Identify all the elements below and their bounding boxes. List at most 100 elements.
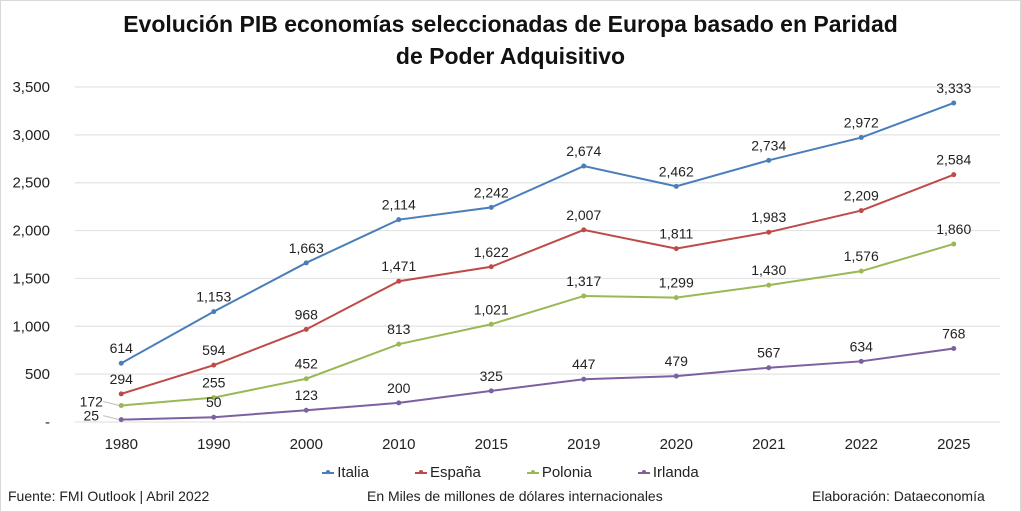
data-label-irlanda: 200 (387, 380, 411, 396)
data-label-espana: 2,007 (566, 207, 601, 223)
x-tick-label: 2019 (567, 436, 600, 453)
data-point-italia (858, 135, 864, 141)
data-point-polonia (118, 403, 124, 409)
data-point-italia (396, 217, 402, 223)
y-tick-label: 3,500 (12, 79, 50, 96)
data-label-italia: 2,114 (382, 197, 416, 213)
data-label-irlanda: 479 (665, 353, 689, 369)
series-line-espana (120, 173, 955, 395)
data-label-polonia: 1,576 (844, 248, 879, 264)
data-label-polonia: 172 (80, 394, 104, 410)
data-label-italia: 1,663 (289, 240, 324, 256)
data-label-espana: 2,209 (844, 188, 879, 204)
legend-label-polonia: Polonia (541, 464, 592, 481)
data-point-polonia (303, 376, 309, 382)
y-tick-label: 500 (25, 366, 50, 383)
footer-credit: Elaboración: Dataeconomía (812, 488, 985, 504)
y-tick-label: - (45, 414, 50, 431)
legend-swatch-polonia (526, 469, 539, 474)
data-point-irlanda (488, 388, 494, 394)
data-point-polonia (581, 293, 587, 299)
data-label-polonia: 1,860 (936, 221, 971, 237)
legend-label-espana: España (429, 464, 481, 481)
x-tick-label: 2020 (660, 436, 693, 453)
data-point-italia (488, 204, 494, 210)
data-label-polonia: 1,299 (659, 275, 694, 291)
data-point-italia (951, 100, 957, 106)
data-label-irlanda: 50 (206, 394, 222, 410)
y-tick-label: 2,500 (12, 175, 50, 192)
legend-label-italia: Italia (337, 464, 369, 481)
data-point-irlanda (303, 407, 309, 413)
data-label-irlanda: 567 (757, 345, 781, 361)
x-tick-label: 2015 (475, 436, 508, 453)
data-label-polonia: 1,430 (751, 262, 786, 278)
data-label-irlanda: 768 (942, 325, 966, 341)
data-point-irlanda (396, 400, 402, 406)
y-tick-label: 1,000 (12, 318, 50, 335)
x-tick-label: 2025 (937, 436, 970, 453)
data-label-espana: 968 (295, 306, 319, 322)
x-tick-label: 2021 (752, 436, 785, 453)
data-label-irlanda: 325 (480, 368, 504, 384)
data-point-irlanda (673, 373, 679, 379)
data-point-polonia (488, 321, 494, 327)
series-line-italia (120, 102, 955, 365)
data-point-polonia (766, 282, 772, 288)
data-label-espana: 1,622 (474, 244, 509, 260)
data-label-irlanda: 447 (572, 356, 596, 372)
y-tick-label: 1,500 (12, 270, 50, 287)
data-point-italia (211, 309, 217, 315)
x-tick-label: 2022 (845, 436, 878, 453)
legend-swatch-irlanda (637, 469, 650, 474)
data-label-espana: 294 (110, 371, 134, 387)
data-label-espana: 2,584 (936, 152, 971, 168)
data-point-italia (766, 157, 772, 163)
data-point-irlanda (211, 414, 217, 420)
data-point-irlanda (581, 376, 587, 382)
data-point-polonia (211, 395, 217, 401)
data-label-italia: 2,462 (659, 163, 694, 179)
data-label-italia: 3,333 (936, 80, 971, 96)
x-axis: 1980 1990 2000 2010 2015 2019 2020 2021 2022 2025 (105, 436, 971, 453)
data-point-polonia (396, 341, 402, 347)
data-point-espana (303, 326, 309, 332)
data-point-italia (303, 260, 309, 266)
data-label-italia: 1,153 (196, 289, 231, 305)
data-point-italia (581, 163, 587, 169)
leader-line (103, 415, 120, 421)
data-point-irlanda (766, 365, 772, 371)
data-label-italia: 614 (110, 340, 134, 356)
y-axis: - 500 1,000 1,500 2,000 2,500 3,000 3,500 (12, 79, 50, 431)
legend-item-italia: Italia (322, 464, 369, 481)
data-point-italia (673, 183, 679, 189)
data-label-polonia: 1,317 (566, 273, 601, 289)
data-point-irlanda (951, 345, 957, 351)
data-label-polonia: 1,021 (474, 301, 509, 317)
data-point-polonia (673, 295, 679, 301)
series-group (118, 100, 957, 423)
data-point-espana (488, 264, 494, 270)
data-label-italia: 2,734 (751, 137, 786, 153)
chart-title: Evolución PIB economías seleccionadas de… (0, 8, 1021, 72)
legend-label-irlanda: Irlanda (652, 464, 699, 481)
data-point-espana (673, 246, 679, 252)
data-point-espana (858, 208, 864, 214)
series-line-polonia (121, 243, 955, 407)
data-point-irlanda (858, 358, 864, 364)
footer-source: Fuente: FMI Outlook | Abril 2022 (8, 488, 210, 504)
legend: Italia España Polonia Irlanda (0, 464, 1021, 481)
data-point-espana (211, 362, 217, 368)
legend-swatch-espana (414, 469, 427, 474)
chart-title-line-1: Evolución PIB economías seleccionadas de… (123, 11, 898, 37)
legend-swatch-italia (322, 469, 335, 474)
footer-units: En Miles de millones de dólares internac… (367, 488, 663, 504)
chart-title-line-2: de Poder Adquisitivo (395, 43, 626, 69)
data-label-polonia: 452 (295, 356, 319, 372)
legend-item-irlanda: Irlanda (637, 464, 699, 481)
label-leader-lines (103, 401, 120, 421)
data-point-espana (581, 227, 587, 233)
data-labels: 614 1,153 1,663 2,114 2,242 2,674 2,462 2,734 2,… (80, 80, 972, 424)
data-label-italia: 2,972 (844, 115, 879, 131)
